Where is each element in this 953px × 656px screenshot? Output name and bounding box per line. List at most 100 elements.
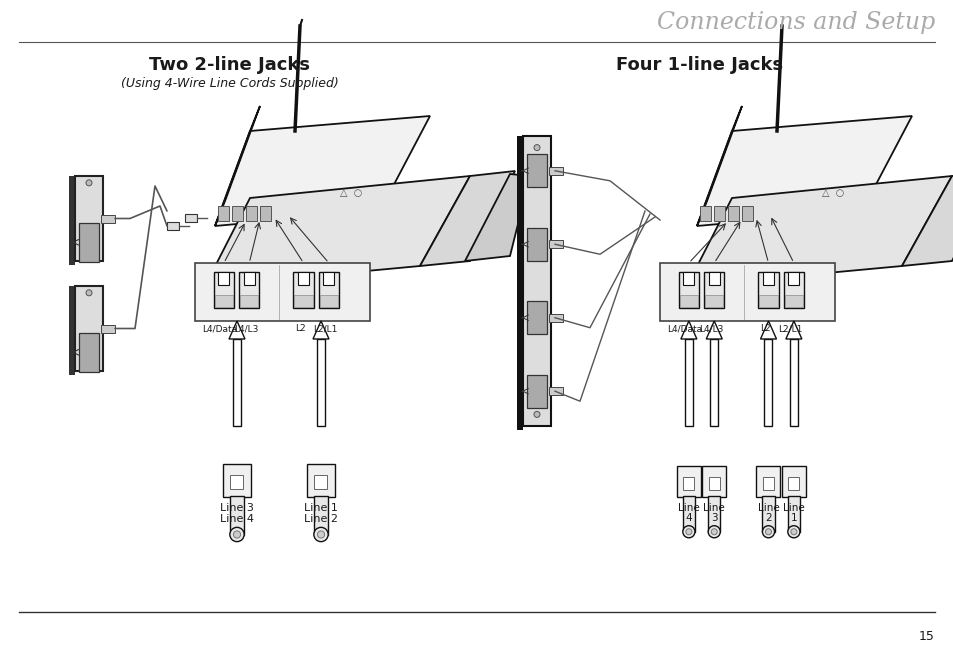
Bar <box>167 222 179 230</box>
Circle shape <box>534 144 539 151</box>
Circle shape <box>86 361 91 367</box>
Bar <box>682 496 694 532</box>
Bar <box>316 339 325 426</box>
Bar <box>679 295 698 307</box>
Text: Line: Line <box>702 503 724 513</box>
Bar <box>75 286 103 371</box>
Circle shape <box>86 251 91 257</box>
Bar <box>704 295 722 307</box>
Text: L4/L3: L4/L3 <box>234 324 258 333</box>
Polygon shape <box>697 116 911 226</box>
Text: L2/L1: L2/L1 <box>313 324 337 333</box>
Bar <box>758 272 778 308</box>
Circle shape <box>761 525 774 538</box>
Text: Line 4: Line 4 <box>220 514 253 524</box>
Bar <box>526 375 546 407</box>
Circle shape <box>787 525 799 538</box>
Bar <box>194 263 370 321</box>
Bar <box>700 206 710 221</box>
Bar <box>319 295 337 307</box>
Bar <box>787 496 799 532</box>
Bar <box>314 475 327 489</box>
Text: Line: Line <box>757 503 779 513</box>
Bar <box>318 272 338 308</box>
Text: Line 3: Line 3 <box>220 503 253 513</box>
Bar <box>682 476 694 489</box>
Text: Line: Line <box>782 503 804 513</box>
FancyBboxPatch shape <box>756 466 780 497</box>
FancyBboxPatch shape <box>307 464 335 497</box>
Polygon shape <box>697 106 741 226</box>
Text: Line 2: Line 2 <box>304 514 337 524</box>
Text: L2: L2 <box>759 324 769 333</box>
Bar <box>218 206 229 221</box>
Text: 4: 4 <box>685 513 692 523</box>
Bar <box>297 272 309 285</box>
Polygon shape <box>686 176 951 286</box>
Polygon shape <box>680 321 696 339</box>
Bar <box>243 272 254 285</box>
Circle shape <box>682 525 694 538</box>
Text: Line 1: Line 1 <box>304 503 337 513</box>
Text: (Using 4-Wire Line Cords Supplied): (Using 4-Wire Line Cords Supplied) <box>121 77 338 89</box>
Bar <box>727 206 739 221</box>
Bar <box>75 176 103 261</box>
Bar <box>101 215 115 222</box>
Bar <box>762 272 773 285</box>
Polygon shape <box>214 116 430 226</box>
Polygon shape <box>229 321 245 339</box>
Polygon shape <box>785 321 801 339</box>
Bar <box>185 214 196 222</box>
Circle shape <box>314 527 328 542</box>
Bar <box>213 272 233 308</box>
Bar <box>548 240 562 248</box>
Bar <box>232 206 243 221</box>
Circle shape <box>86 180 91 186</box>
Bar <box>233 339 241 426</box>
Bar <box>741 206 752 221</box>
Bar <box>517 136 522 430</box>
Polygon shape <box>464 174 530 261</box>
Circle shape <box>534 411 539 417</box>
Bar <box>69 176 75 265</box>
Bar <box>294 295 313 307</box>
Circle shape <box>764 529 771 535</box>
Bar <box>79 223 99 262</box>
Bar <box>323 272 335 285</box>
Text: 3: 3 <box>710 513 717 523</box>
Text: Line: Line <box>678 503 699 513</box>
Bar <box>314 496 328 535</box>
Bar <box>246 206 256 221</box>
Circle shape <box>317 531 324 538</box>
Bar <box>709 339 718 426</box>
FancyBboxPatch shape <box>223 464 251 497</box>
Circle shape <box>790 529 796 535</box>
Text: △  ○: △ ○ <box>339 188 362 198</box>
Circle shape <box>230 527 244 542</box>
Bar <box>69 286 75 375</box>
Bar <box>548 167 562 174</box>
Text: L4/Data: L4/Data <box>202 324 236 333</box>
FancyBboxPatch shape <box>701 466 725 497</box>
Circle shape <box>711 529 717 535</box>
Polygon shape <box>214 106 260 226</box>
Circle shape <box>86 290 91 296</box>
Bar <box>708 476 719 489</box>
Bar <box>703 272 723 308</box>
Bar <box>659 263 834 321</box>
Bar <box>526 301 546 334</box>
Text: L2: L2 <box>294 324 305 333</box>
Bar <box>759 295 777 307</box>
Circle shape <box>707 525 720 538</box>
Polygon shape <box>205 176 470 286</box>
Text: 2: 2 <box>764 513 771 523</box>
Polygon shape <box>705 321 721 339</box>
Bar <box>679 272 699 308</box>
FancyBboxPatch shape <box>781 466 805 497</box>
Bar <box>230 496 244 535</box>
Bar <box>548 387 562 395</box>
Bar <box>522 136 551 426</box>
Bar <box>684 339 692 426</box>
Text: L2/L1: L2/L1 <box>778 324 801 333</box>
Bar <box>787 476 799 489</box>
